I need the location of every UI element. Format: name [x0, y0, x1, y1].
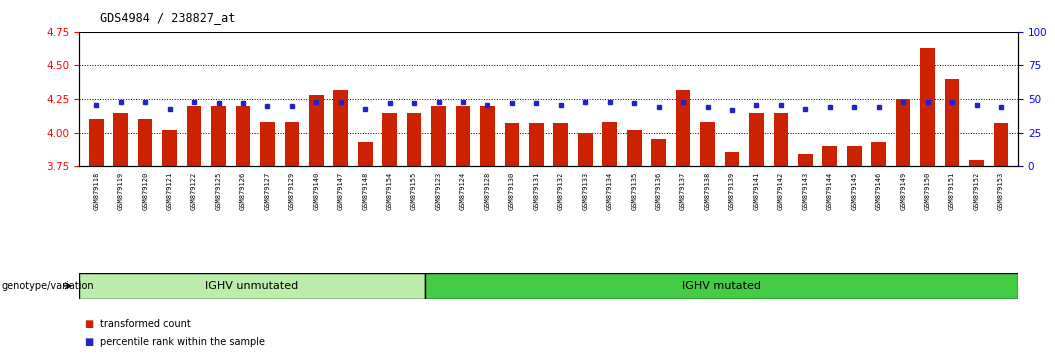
Bar [920, 48, 935, 166]
Bar [235, 106, 250, 166]
Text: GSM879145: GSM879145 [851, 172, 858, 210]
Text: GSM879149: GSM879149 [900, 172, 906, 210]
Bar [871, 142, 886, 166]
Text: GSM879118: GSM879118 [93, 172, 99, 210]
Text: GSM879127: GSM879127 [265, 172, 270, 210]
Text: GSM879130: GSM879130 [509, 172, 515, 210]
Text: GSM879147: GSM879147 [338, 172, 344, 210]
Text: GSM879144: GSM879144 [827, 172, 832, 210]
Bar [994, 123, 1009, 166]
Bar [627, 130, 641, 166]
Text: GSM879143: GSM879143 [803, 172, 808, 210]
Bar [896, 99, 910, 166]
Bar [725, 152, 740, 166]
Text: GSM879137: GSM879137 [680, 172, 686, 210]
Text: IGHV unmutated: IGHV unmutated [206, 281, 299, 291]
Bar [529, 123, 543, 166]
Text: GSM879120: GSM879120 [142, 172, 148, 210]
Text: GSM879135: GSM879135 [631, 172, 637, 210]
Bar [602, 122, 617, 166]
Text: GSM879152: GSM879152 [974, 172, 979, 210]
Text: GSM879136: GSM879136 [655, 172, 661, 210]
Text: GSM879153: GSM879153 [998, 172, 1004, 210]
Text: GSM879140: GSM879140 [313, 172, 320, 210]
Text: GSM879125: GSM879125 [215, 172, 222, 210]
Bar [211, 106, 226, 166]
Text: transformed count: transformed count [100, 319, 191, 329]
Text: GSM879122: GSM879122 [191, 172, 197, 210]
Bar [187, 106, 202, 166]
Bar [309, 95, 324, 166]
Text: GSM879142: GSM879142 [778, 172, 784, 210]
Bar [773, 113, 788, 166]
Bar [578, 133, 593, 166]
FancyBboxPatch shape [425, 273, 1018, 299]
Text: GSM879119: GSM879119 [118, 172, 123, 210]
Text: genotype/variation: genotype/variation [1, 281, 94, 291]
Bar [162, 130, 177, 166]
Text: GDS4984 / 238827_at: GDS4984 / 238827_at [100, 11, 235, 24]
Text: GSM879134: GSM879134 [607, 172, 613, 210]
Bar [358, 142, 372, 166]
Bar [456, 106, 471, 166]
Bar [798, 154, 812, 166]
Text: ■: ■ [84, 337, 94, 347]
Text: GSM879128: GSM879128 [484, 172, 491, 210]
Bar [749, 113, 764, 166]
Bar [504, 123, 519, 166]
Bar [944, 79, 959, 166]
Bar [701, 122, 715, 166]
Text: ■: ■ [84, 319, 94, 329]
Bar [847, 146, 862, 166]
Text: percentile rank within the sample: percentile rank within the sample [100, 337, 265, 347]
Text: GSM879146: GSM879146 [876, 172, 882, 210]
Text: GSM879138: GSM879138 [705, 172, 710, 210]
Text: GSM879150: GSM879150 [924, 172, 931, 210]
Bar [113, 113, 128, 166]
Text: GSM879123: GSM879123 [436, 172, 442, 210]
Bar [382, 113, 397, 166]
Text: GSM879126: GSM879126 [239, 172, 246, 210]
Text: GSM879139: GSM879139 [729, 172, 735, 210]
Text: GSM879141: GSM879141 [753, 172, 760, 210]
Bar [333, 90, 348, 166]
Text: GSM879121: GSM879121 [167, 172, 173, 210]
Bar [823, 146, 837, 166]
Bar [261, 122, 274, 166]
FancyBboxPatch shape [79, 273, 425, 299]
Text: GSM879131: GSM879131 [534, 172, 539, 210]
Bar [651, 139, 666, 166]
Bar [407, 113, 421, 166]
Bar [676, 90, 690, 166]
Text: GSM879155: GSM879155 [411, 172, 417, 210]
Text: GSM879129: GSM879129 [289, 172, 294, 210]
Bar [89, 119, 103, 166]
Text: GSM879133: GSM879133 [582, 172, 589, 210]
Bar [285, 122, 300, 166]
Text: GSM879151: GSM879151 [950, 172, 955, 210]
Text: IGHV mutated: IGHV mutated [683, 281, 761, 291]
Text: GSM879124: GSM879124 [460, 172, 466, 210]
Bar [138, 119, 153, 166]
Text: GSM879132: GSM879132 [558, 172, 563, 210]
Bar [480, 106, 495, 166]
Text: GSM879148: GSM879148 [362, 172, 368, 210]
Bar [554, 123, 569, 166]
Bar [970, 160, 984, 166]
Text: GSM879154: GSM879154 [387, 172, 392, 210]
Bar [431, 106, 446, 166]
